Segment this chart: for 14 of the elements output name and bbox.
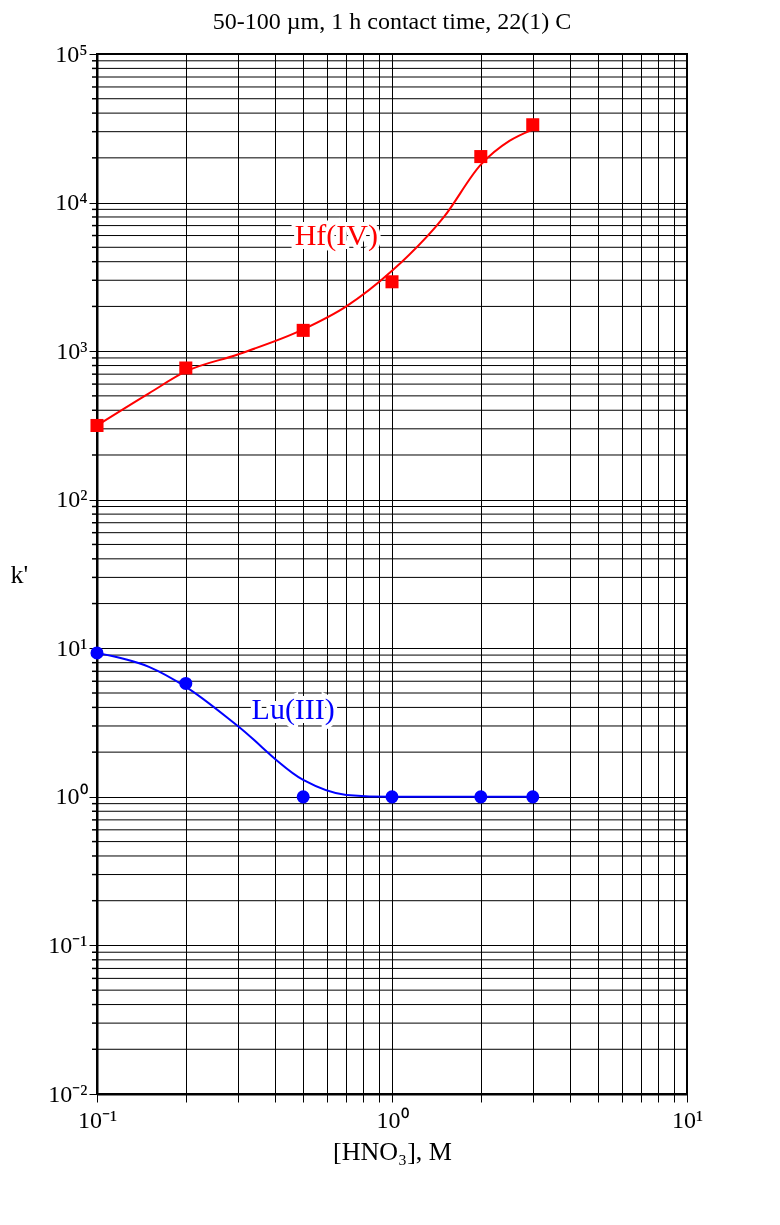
chart-title: 50-100 µm, 1 h contact time, 22(1) C	[212, 8, 572, 34]
y-tick-label: 10⁰	[55, 783, 88, 810]
x-tick-label: 10¹	[671, 1106, 704, 1133]
x-axis-title: [HNO₃], M	[333, 1136, 452, 1166]
y-axis-title: k'	[10, 559, 29, 589]
x-tick-label: 10⁻¹	[77, 1106, 118, 1133]
y-tick-label: 10¹	[56, 634, 88, 661]
y-tick-label: 10²	[56, 486, 88, 513]
y-tick-label: 10⁻¹	[48, 931, 88, 958]
x-tick-label: 10⁰	[376, 1106, 409, 1133]
y-tick-label: 10⁻²	[48, 1080, 88, 1107]
y-tick-label: 10⁴	[55, 189, 88, 216]
y-tick-label: 10⁵	[55, 40, 88, 67]
y-tick-label: 10³	[56, 337, 88, 364]
